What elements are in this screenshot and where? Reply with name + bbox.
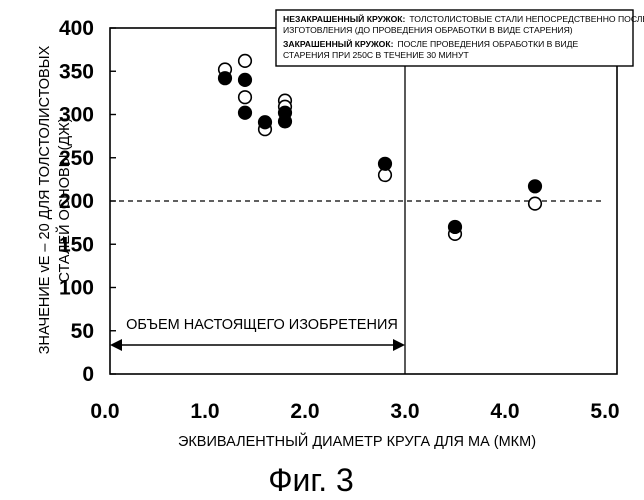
filled-circle-point [219, 72, 232, 85]
y-tick-label: 350 [59, 60, 94, 83]
y-axis-title-line-1: ЗНАЧЕНИЕ vE – 20 ДЛЯ ТОЛСТОЛИСТОВЫХ [37, 45, 53, 354]
filled-circle-point [379, 158, 392, 171]
legend-open-line-2: ИЗГОТОВЛЕНИЯ (ДО ПРОВЕДЕНИЯ ОБРАБОТКИ В … [283, 25, 573, 35]
x-axis-ticks: 0.0 1.0 2.0 3.0 4.0 5.0 [90, 400, 619, 423]
filled-circle-point [449, 221, 462, 234]
scope-label: ОБЪЕМ НАСТОЯЩЕГО ИЗОБРЕТЕНИЯ [126, 317, 398, 333]
legend-entry-open: НЕЗАКРАШЕННЫЙ КРУЖОК:ТОЛСТОЛИСТОВЫЕ СТАЛ… [283, 13, 644, 24]
filled-circle-point [279, 115, 292, 128]
x-tick-label: 1.0 [190, 400, 219, 423]
filled-circle-point [259, 116, 272, 129]
y-tick-label: 50 [71, 320, 94, 343]
scope-annotation: ОБЪЕМ НАСТОЯЩЕГО ИЗОБРЕТЕНИЯ [110, 317, 405, 351]
open-circle-point [239, 55, 252, 68]
x-tick-label: 0.0 [90, 400, 119, 423]
open-circle-point [529, 197, 542, 210]
open-circle-point [239, 91, 252, 104]
scope-arrow-right-head [393, 339, 405, 351]
y-axis-title-line-2: СТАЛЕЙ ОСНОВЫ (ДЖ) [55, 118, 73, 283]
figure-caption: Фиг. 3 [268, 462, 354, 498]
y-tick-label: 0 [82, 363, 94, 386]
legend-open-line-1: ТОЛСТОЛИСТОВЫЕ СТАЛИ НЕПОСРЕДСТВЕННО ПОС… [409, 14, 644, 24]
x-tick-label: 3.0 [390, 400, 419, 423]
filled-circle-point [239, 74, 252, 87]
y-tick-label: 400 [59, 17, 94, 40]
x-tick-label: 2.0 [290, 400, 319, 423]
legend-filled-bold: ЗАКРАШЕННЫЙ КРУЖОК: [283, 38, 394, 49]
legend-filled-line-2: СТАРЕНИЯ ПРИ 250С В ТЕЧЕНИЕ 30 МИНУТ [283, 50, 469, 60]
legend: НЕЗАКРАШЕННЫЙ КРУЖОК:ТОЛСТОЛИСТОВЫЕ СТАЛ… [276, 10, 644, 66]
scope-arrow-left-head [110, 339, 122, 351]
x-tick-label: 4.0 [490, 400, 519, 423]
filled-circle-point [239, 106, 252, 119]
filled-circle-point [529, 180, 542, 193]
legend-open-bold: НЕЗАКРАШЕННЫЙ КРУЖОК: [283, 13, 406, 24]
x-axis-title: ЭКВИВАЛЕНТНЫЙ ДИАМЕТР КРУГА ДЛЯ МА (МКМ) [178, 432, 536, 450]
data-points [219, 55, 542, 241]
y-axis-title: ЗНАЧЕНИЕ vE – 20 ДЛЯ ТОЛСТОЛИСТОВЫХ СТАЛ… [37, 45, 73, 354]
legend-entry-filled: ЗАКРАШЕННЫЙ КРУЖОК:ПОСЛЕ ПРОВЕДЕНИЯ ОБРА… [283, 38, 578, 49]
x-tick-label: 5.0 [590, 400, 619, 423]
legend-filled-line-1: ПОСЛЕ ПРОВЕДЕНИЯ ОБРАБОТКИ В ВИДЕ [397, 39, 578, 49]
